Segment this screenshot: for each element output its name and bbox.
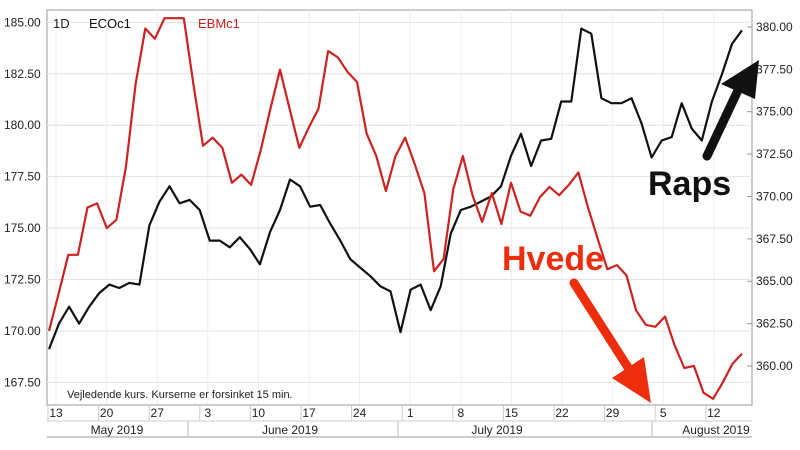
month-label: June 2019: [262, 423, 318, 437]
legend-ebmc1: EBMc1: [198, 16, 240, 31]
right-tick-label: 372.50: [756, 147, 793, 161]
x-tick-label: 5: [660, 406, 667, 420]
right-tick-label: 365.00: [756, 274, 793, 288]
x-tick-label: 12: [707, 406, 721, 420]
x-tick-label: 3: [204, 406, 211, 420]
left-tick-label: 177.50: [4, 170, 41, 184]
left-tick-label: 167.50: [4, 375, 41, 389]
x-tick-label: 13: [49, 406, 63, 420]
right-tick-label: 367.50: [756, 232, 793, 246]
right-tick-label: 362.50: [756, 317, 793, 331]
x-tick-label: 29: [606, 406, 620, 420]
left-tick-label: 175.00: [4, 221, 41, 235]
vertical-gridlines: [55, 10, 715, 405]
right-tick-label: 377.50: [756, 62, 793, 76]
x-tick-label: 22: [555, 406, 569, 420]
x-tick-label: 17: [302, 406, 316, 420]
right-tick-label: 370.00: [756, 189, 793, 203]
x-axis-month-ticks: May 2019 June 2019 July 2019 August 2019: [91, 421, 750, 437]
horizontal-gridlines: [47, 21, 752, 383]
interval-label: 1D: [53, 16, 70, 31]
x-tick-label: 1: [407, 406, 414, 420]
right-axis: 360.00 362.50 365.00 367.50 370.00 372.50 375.…: [747, 20, 793, 373]
raps-arrow: [702, 60, 759, 161]
x-tick-label: 24: [353, 406, 367, 420]
right-tick-label: 360.00: [756, 359, 793, 373]
month-label: July 2019: [471, 423, 523, 437]
left-tick-label: 182.50: [4, 67, 41, 81]
left-axis: 167.50 170.00 172.50 175.00 177.50 180.00 182.…: [4, 15, 41, 389]
annotation-raps: Raps: [648, 165, 731, 203]
month-label: May 2019: [91, 423, 144, 437]
left-tick-label: 172.50: [4, 273, 41, 287]
series-lines: [47, 17, 743, 400]
right-tick-label: 380.00: [756, 20, 793, 34]
month-label: August 2019: [682, 423, 750, 437]
x-axis-day-ticks: 13 20 27 3 10 17 24 1 8 15 22 29 5 12: [47, 405, 721, 421]
series-line-ebmc1: [47, 17, 743, 400]
annotation-hvede: Hvede: [502, 240, 604, 278]
legend-ecoc1: ECOc1: [89, 16, 131, 31]
x-tick-label: 10: [252, 406, 266, 420]
delay-note: Vejledende kurs. Kurserne er forsinket 1…: [67, 389, 293, 401]
x-tick-label: 20: [100, 406, 114, 420]
x-tick-label: 27: [151, 406, 165, 420]
plot-frame: [46, 9, 753, 406]
left-tick-label: 170.00: [4, 324, 41, 338]
x-tick-label: 15: [505, 406, 519, 420]
series-line-ecoc1: [47, 27, 743, 350]
right-tick-label: 375.00: [756, 105, 793, 119]
hvede-arrow: [569, 278, 651, 403]
left-tick-label: 180.00: [4, 118, 41, 132]
left-tick-label: 185.00: [4, 15, 41, 29]
x-tick-label: 8: [457, 406, 464, 420]
